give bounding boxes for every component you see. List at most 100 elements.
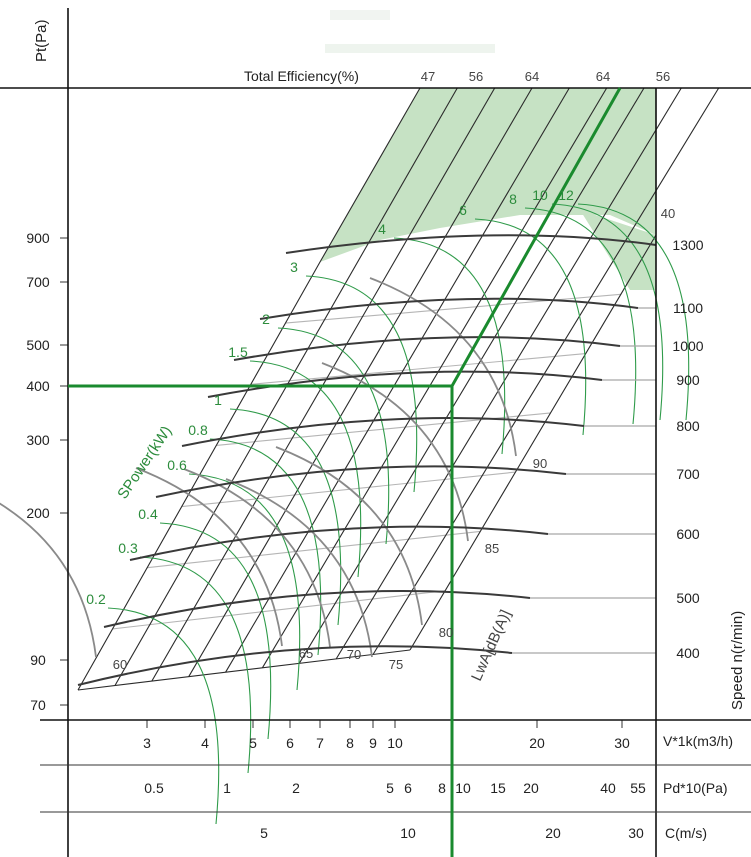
power-value: 6 [459,202,467,218]
watermark-top [330,10,390,20]
efficiency-tick-label: 47 [421,69,435,84]
speed-curve [77,645,513,686]
power-curve [159,522,272,740]
pressure-tick-label: 700 [26,274,50,290]
efficiency-line [298,87,645,664]
pd-tick-label: 40 [600,780,616,796]
region-bottom-edge [77,649,411,691]
noise-value: 40 [661,206,675,221]
velocity-tick-label: 30 [628,825,644,841]
mesh-line [112,590,446,630]
noise-value: 60 [113,657,127,672]
speed-axis-label: Speed n(r/min) [729,611,746,710]
region-left-edge [77,87,421,691]
noise-label: LwA[dB(A)] [468,607,514,683]
noise-curve [321,362,469,542]
power-curve [107,607,220,825]
speed-curve [285,234,657,254]
efficiency-band-shade [320,88,656,262]
efficiency-line [188,87,533,677]
pd-tick-label: 0.5 [144,780,164,796]
pd-tick-label: 6 [404,780,412,796]
pressure-tick-label: 500 [26,337,50,353]
noise-value: 75 [389,657,403,672]
pd-tick-label: 55 [630,780,646,796]
noise-curve [225,478,373,658]
speed-value: 800 [676,418,700,434]
noise-curve [369,277,517,457]
velocity-tick-label: 5 [260,825,268,841]
flow-tick-label: 20 [529,735,545,751]
flow-tick-label: 4 [201,735,209,751]
flow-tick-label: 3 [143,735,151,751]
noise-curve [275,446,423,626]
flow-tick-label: 8 [346,735,354,751]
velocity-tick-label: 20 [545,825,561,841]
power-value: 0.6 [167,457,187,473]
speed-value: 1100 [673,300,703,316]
power-curve [229,408,342,626]
pd-tick-label: 1 [223,780,231,796]
power-curve [393,237,506,455]
noise-value: 85 [485,541,499,556]
operating-point-speed-ray [450,87,622,387]
speed-value: 600 [676,526,700,542]
mesh-line [250,353,586,385]
power-value: 2 [262,311,270,327]
power-curve [551,203,664,421]
speed-curve [233,336,621,361]
mesh-line [181,471,516,508]
noise-value: 80 [439,625,453,640]
power-value: 3 [290,259,298,275]
noise-value: 65 [299,646,313,661]
watermark-sub [325,44,495,53]
power-curve [524,207,637,425]
speed-value: 400 [676,645,700,661]
flow-tick-label: 9 [369,735,377,751]
power-value: 0.3 [118,540,138,556]
power-value: 12 [558,187,574,203]
power-curve [249,360,362,578]
efficiency-tick-label: 56 [469,69,483,84]
pd-axis-label: Pd*10(Pa) [663,780,728,796]
pd-tick-label: 10 [455,780,471,796]
efficiency-line [225,87,570,673]
velocity-tick-label: 10 [400,825,416,841]
noise-curve [183,468,331,648]
mesh-line [285,293,621,324]
pressure-tick-label: 400 [26,378,50,394]
power-value: 8 [509,191,517,207]
speed-value: 900 [676,372,700,388]
flow-axis-label: V*1k(m3/h) [663,733,733,749]
pd-tick-label: 8 [438,780,446,796]
power-value: 1.5 [228,344,248,360]
speed-value: 500 [676,590,700,606]
efficiency-tick-label: 56 [656,69,670,84]
pressure-tick-label: 900 [26,230,50,246]
flow-tick-label: 5 [249,735,257,751]
pressure-tick-label: 70 [30,697,46,713]
pd-tick-label: 20 [523,780,539,796]
speed-curve [103,589,531,628]
power-curve [277,327,390,545]
mesh-line [147,530,481,569]
efficiency-tick-label: 64 [596,69,610,84]
noise-value: 90 [533,456,547,471]
pressure-tick-label: 200 [26,505,50,521]
efficiency-line [372,87,720,655]
flow-tick-label: 30 [614,735,630,751]
speed-value: 1000 [672,338,703,354]
speed-curve [259,297,639,320]
pressure-tick-label: 300 [26,432,50,448]
efficiency-band-shade-right [580,210,656,290]
power-value: 0.2 [86,591,106,607]
power-curve [139,556,252,774]
power-value: 10 [532,187,548,203]
power-value: 4 [378,221,386,237]
speed-curve [155,465,567,498]
flow-tick-label: 7 [316,735,324,751]
efficiency-axis-label: Total Efficiency(%) [244,68,359,84]
pd-tick-label: 15 [490,780,506,796]
velocity-axis-label: C(m/s) [665,825,707,841]
